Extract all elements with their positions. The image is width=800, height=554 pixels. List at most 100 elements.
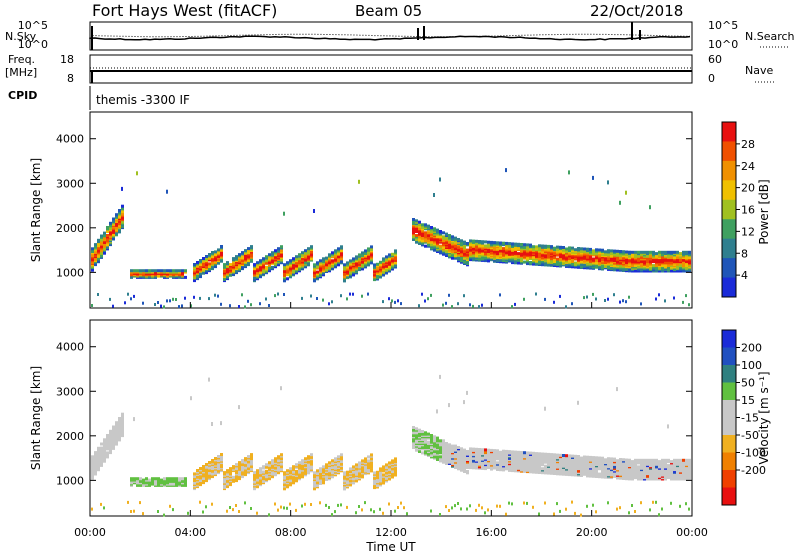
heatmap-cell (457, 502, 459, 505)
heatmap-cell (598, 259, 601, 263)
heatmap-cell (91, 304, 93, 307)
heatmap-cell (232, 273, 235, 277)
heatmap-cell (517, 261, 520, 265)
heatmap-cell (121, 420, 124, 424)
heatmap-cell (442, 235, 445, 239)
heatmap-cell (247, 460, 250, 464)
heatmap-cell (679, 458, 682, 462)
heatmap-cell (382, 300, 384, 304)
heatmap-cell (307, 471, 310, 475)
heatmap-cell (400, 501, 402, 505)
heatmap-cell (280, 245, 283, 249)
heatmap-cell (577, 400, 579, 405)
heatmap-cell (601, 463, 604, 467)
noise-right-label: N.Search (745, 30, 795, 43)
heatmap-cell (286, 277, 289, 281)
heatmap-cell (658, 250, 661, 254)
heatmap-cell (280, 505, 282, 509)
heatmap-cell (445, 446, 448, 449)
heatmap-cell (664, 250, 667, 254)
heatmap-cell (160, 478, 163, 482)
heatmap-cell (667, 458, 670, 462)
heatmap-cell (559, 264, 562, 268)
heatmap-cell (589, 471, 592, 475)
heatmap-cell (541, 467, 544, 471)
heatmap-cell (130, 269, 133, 273)
heatmap-cell (676, 458, 679, 462)
heatmap-cell (436, 446, 439, 449)
heatmap-cell (271, 251, 274, 255)
heatmap-cell (136, 477, 139, 481)
heatmap-cell (412, 426, 415, 429)
heatmap-cell (457, 238, 460, 241)
heatmap-cell (550, 245, 553, 249)
heatmap-cell (274, 502, 276, 506)
heatmap-cell (319, 501, 321, 505)
heatmap-cell (616, 256, 619, 260)
heatmap-cell (103, 231, 106, 235)
heatmap-cell (337, 468, 340, 472)
heatmap-cell (373, 270, 376, 274)
heatmap-cell (136, 269, 139, 273)
heatmap-cell (430, 434, 433, 437)
heatmap-cell (424, 244, 427, 248)
heatmap-cell (565, 247, 568, 251)
heatmap-cell (253, 480, 256, 484)
heatmap-cell (439, 177, 441, 182)
heatmap-cell (199, 475, 202, 478)
heatmap-cell (496, 461, 499, 465)
heatmap-cell (205, 257, 208, 261)
heatmap-cell (640, 250, 643, 254)
heatmap-cell (640, 465, 643, 469)
heatmap-cell (652, 264, 655, 268)
heatmap-cell (382, 465, 385, 469)
heatmap-cell (160, 269, 163, 273)
heatmap-cell (313, 471, 316, 475)
heatmap-cell (649, 458, 652, 462)
heatmap-cell (292, 465, 295, 469)
heatmap-cell (382, 473, 385, 477)
heatmap-cell (157, 301, 159, 304)
heatmap-cell (184, 275, 187, 279)
heatmap-cell (250, 507, 252, 510)
heatmap-cell (580, 456, 583, 460)
heatmap-cell (628, 250, 631, 254)
heatmap-cell (208, 267, 211, 271)
heatmap-cell (328, 506, 330, 509)
heatmap-cell (100, 249, 103, 253)
heatmap-cell (517, 450, 520, 454)
heatmap-cell (172, 508, 174, 512)
heatmap-cell (367, 292, 369, 296)
heatmap-cell (544, 459, 547, 463)
heatmap-cell (301, 504, 303, 508)
heatmap-cell (130, 275, 133, 279)
heatmap-cell (292, 481, 295, 485)
heatmap-cell (325, 268, 328, 272)
heatmap-cell (154, 271, 157, 275)
heatmap-cell (430, 293, 432, 297)
heatmap-cell (430, 451, 433, 455)
heatmap-cell (685, 294, 687, 298)
heatmap-cell (568, 463, 571, 467)
heatmap-cell (523, 243, 526, 247)
heatmap-cell (661, 250, 664, 254)
heatmap-cell (571, 260, 574, 263)
heatmap-cell (559, 255, 562, 259)
heatmap-cell (484, 451, 487, 455)
heatmap-cell (337, 247, 340, 251)
heatmap-cell (472, 459, 475, 463)
heatmap-cell (562, 251, 565, 255)
heatmap-cell (595, 459, 598, 462)
heatmap-cell (298, 253, 301, 257)
heatmap-cell (307, 261, 310, 265)
heatmap-cell (247, 463, 250, 467)
heatmap-cell (511, 305, 513, 309)
heatmap-cell (589, 455, 592, 459)
heatmap-cell (343, 266, 346, 269)
heatmap-cell (169, 477, 172, 481)
heatmap-cell (283, 293, 285, 296)
power-heatmap (91, 168, 691, 309)
heatmap-cell (553, 453, 556, 457)
heatmap-cell (121, 430, 124, 434)
heatmap-cell (334, 457, 337, 461)
